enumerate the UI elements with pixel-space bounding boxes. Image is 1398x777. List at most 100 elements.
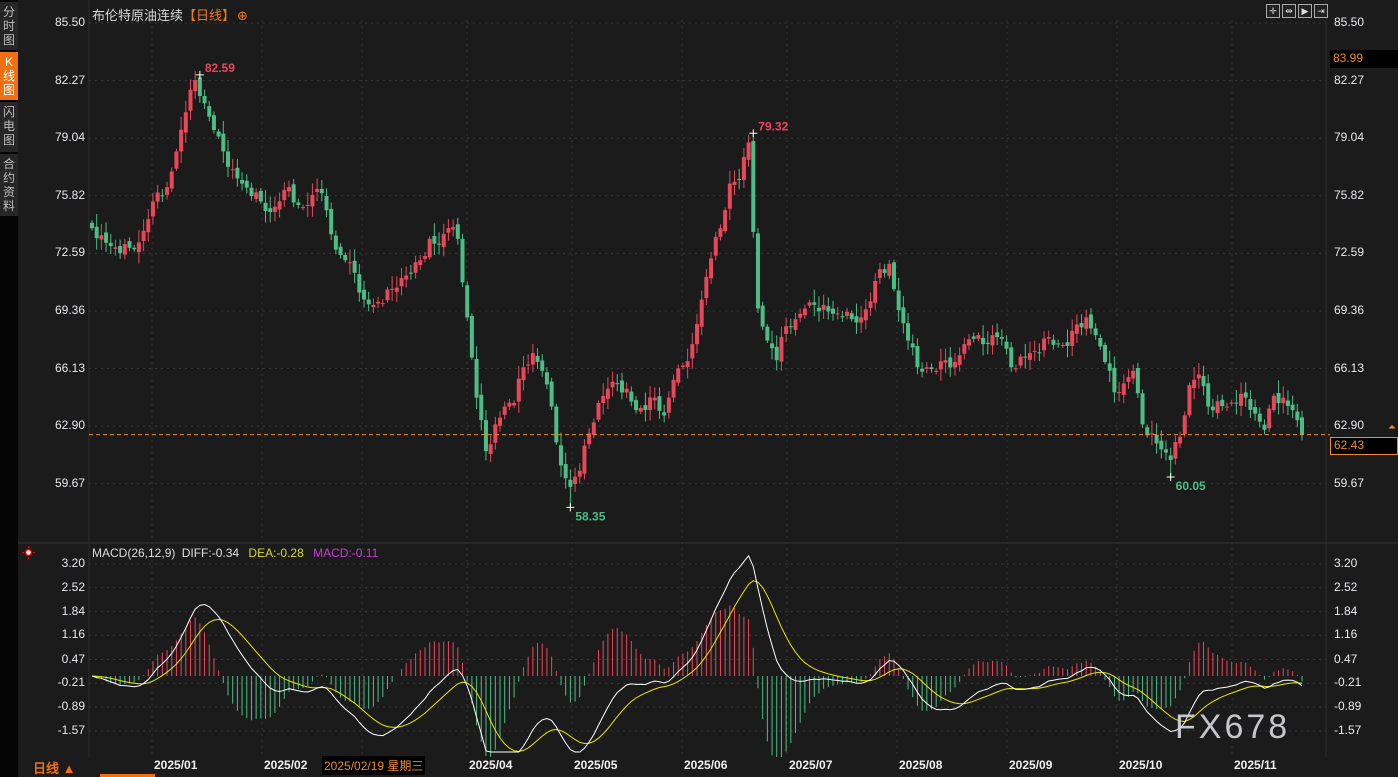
candle-body [957, 355, 962, 365]
candle-body [540, 360, 545, 371]
circle-plus-icon[interactable]: ⊕ [237, 8, 248, 23]
chart-title: 布伦特原油连续【日线】 ⊕ [92, 5, 248, 24]
candle-body [1084, 317, 1089, 329]
candle-body [680, 365, 685, 367]
candle-body [1182, 415, 1187, 435]
price-tick-left: 79.04 [54, 130, 85, 145]
candle-body [1285, 400, 1290, 407]
tab-flash-chart[interactable]: 闪电图 [0, 102, 18, 152]
candle-body [118, 246, 123, 254]
candle-body [643, 405, 648, 411]
candle-body [526, 364, 531, 366]
candle-body [798, 313, 803, 318]
chart-toolbar: ✛ ⇹ ▶ ⇥ [1266, 4, 1328, 18]
candle-body [910, 343, 915, 348]
macd-settings-icon[interactable] [22, 546, 35, 559]
dea-line [91, 580, 1303, 753]
candle-body [952, 361, 957, 368]
macd-tick-right: 1.84 [1334, 603, 1358, 618]
candle-body [376, 301, 381, 304]
candle-body [408, 272, 413, 274]
candle-body [1042, 338, 1047, 351]
candle-body [976, 335, 981, 339]
candle-body [1135, 368, 1140, 394]
extreme-marker [195, 70, 204, 79]
candle-body [268, 208, 273, 213]
scrollbar-thumb[interactable] [100, 774, 155, 777]
candle-body [779, 336, 784, 362]
candle-body [634, 400, 639, 411]
candle-body [793, 319, 798, 330]
sidebar: 分时图 K线图 闪电图 合约资料 [0, 0, 18, 777]
candle-body [582, 445, 587, 474]
macd-tick-right: -0.89 [1334, 699, 1362, 714]
month-label: 2025/01 [154, 758, 198, 772]
play-forward-icon[interactable]: ▶ [1298, 4, 1312, 18]
candle-body [174, 151, 179, 169]
candle-body [277, 201, 282, 210]
candle-body [1126, 377, 1131, 382]
candle-body [207, 106, 212, 117]
candle-body [1145, 427, 1150, 436]
crosshair-icon[interactable]: ✛ [1266, 4, 1280, 18]
candle-body [1271, 395, 1276, 410]
candle-body [831, 308, 836, 314]
candle-body [1187, 385, 1192, 416]
candle-body [807, 302, 812, 306]
candle-body [488, 444, 493, 455]
candle-body [835, 313, 840, 315]
candle-body [685, 361, 690, 367]
tab-kline-chart[interactable]: K线图 [0, 52, 18, 100]
candle-body [938, 361, 943, 370]
candle-body [301, 207, 306, 209]
candle-body [1206, 383, 1211, 407]
candle-body [437, 243, 442, 245]
candle-body [390, 288, 395, 290]
candle-body [90, 222, 94, 229]
double-up-arrow-icon[interactable]: ⏶ [1388, 422, 1396, 433]
diff-value: DIFF:-0.34 [181, 546, 240, 560]
candle-body [357, 274, 362, 293]
candle-body [1032, 350, 1037, 352]
candle-body [483, 420, 488, 452]
candle-body [995, 332, 1000, 337]
candle-body [310, 194, 315, 207]
candle-body [882, 269, 887, 273]
tab-time-chart[interactable]: 分时图 [0, 2, 18, 50]
candle-body [404, 275, 409, 280]
candle-body [774, 346, 779, 361]
zoom-range-icon[interactable]: ⇹ [1282, 4, 1296, 18]
candle-body [305, 204, 310, 206]
candle-body [1210, 406, 1215, 411]
price-tick-left: 69.36 [54, 302, 85, 317]
candle-body [99, 235, 104, 240]
dea-value: DEA:-0.28 [248, 546, 304, 560]
candle-body [666, 397, 671, 413]
candle-body [1098, 338, 1103, 347]
extreme-marker [749, 129, 758, 138]
candle-body [132, 247, 137, 250]
candle-body [709, 258, 714, 279]
candle-body [94, 226, 99, 239]
macd-tick-left: -0.21 [57, 675, 85, 690]
price-tick-right: 72.59 [1334, 245, 1365, 260]
candle-body [1046, 336, 1051, 339]
period-selector[interactable]: 日线 ▲ [33, 761, 76, 776]
candle-body [469, 315, 474, 358]
jump-end-icon[interactable]: ⇥ [1314, 4, 1328, 18]
macd-tick-left: -0.89 [57, 699, 85, 714]
candle-body [1229, 402, 1234, 404]
tab-contract-info[interactable]: 合约资料 [0, 154, 18, 216]
crosshair-price-label: 83.99 [1330, 50, 1398, 68]
period-label[interactable]: 【日线】 [183, 8, 236, 23]
candle-body [657, 396, 662, 411]
candle-body [188, 89, 193, 111]
month-label: 2025/09 [1009, 758, 1053, 772]
candle-body [521, 367, 526, 381]
candle-body [530, 353, 535, 365]
candle-body [690, 344, 695, 359]
candle-body [183, 112, 188, 133]
candle-body [254, 192, 259, 199]
candle-body [1281, 397, 1286, 404]
